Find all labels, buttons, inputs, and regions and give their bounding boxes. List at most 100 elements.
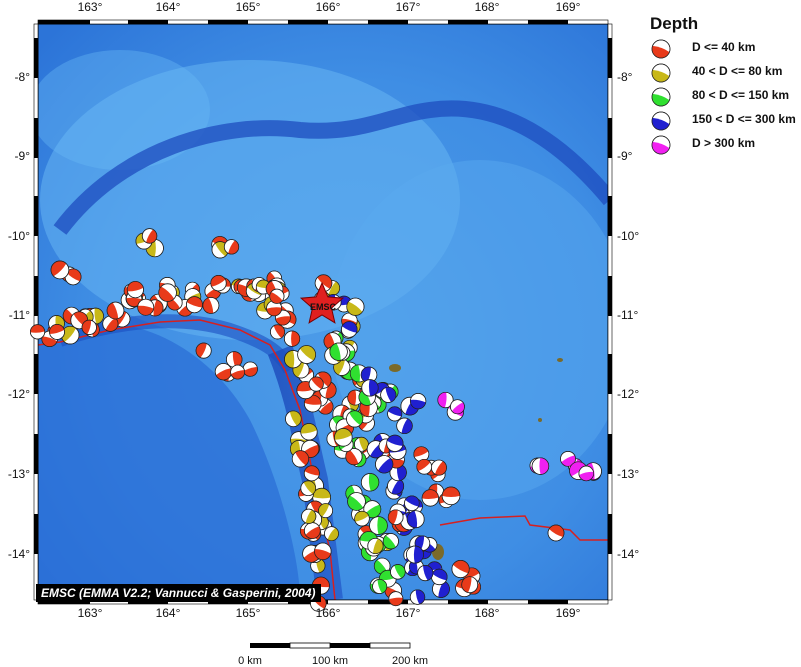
legend-label: 150 < D <= 300 km [692,112,796,126]
lat-tick-right: -8° [617,70,633,84]
beachball-marker [651,39,671,59]
beachball-marker [49,324,65,340]
lon-tick-bottom: 165° [235,606,261,620]
lon-tick-bottom: 166° [315,606,341,620]
lon-tick-top: 168° [474,0,500,14]
beachball-marker [137,298,155,316]
legend-label: D > 300 km [692,136,756,150]
beachball-marker [547,524,565,542]
beachball-marker [300,423,318,441]
lon-tick-top: 169° [555,0,581,14]
beachball-marker [560,451,576,467]
beachball-marker [651,63,671,83]
beachball-marker [158,283,177,302]
beachball-marker [360,366,378,384]
beachball-marker [386,434,404,452]
beachball-marker [126,281,144,299]
beachball-marker [285,410,302,428]
beachball-marker [303,522,321,539]
lat-tick-left: -8° [14,70,30,84]
beachball-marker [404,495,420,512]
map-credit: EMSC (EMMA V2.2; Vannucci & Gasperini, 2… [36,584,321,602]
beachball-marker [375,455,394,474]
beachball-marker [441,486,461,506]
lon-tick-top: 165° [235,0,261,14]
legend-item: 80 < D <= 150 km [640,86,800,108]
scale-bar [250,642,411,649]
beachball-marker [389,463,407,482]
lat-tick-right: -9° [617,149,633,163]
beachball-marker [361,379,379,397]
beachball-marker [230,364,245,380]
lat-tick-right: -11° [617,308,639,322]
lon-tick-top: 166° [315,0,341,14]
beachball-marker [223,239,240,255]
legend-item: 40 < D <= 80 km [640,62,800,84]
beachball-marker [416,458,433,475]
beachball-marker [186,296,203,314]
beachball-marker [210,275,227,292]
beachball-marker [387,477,405,495]
beachball-icon [651,135,671,155]
beachball-marker [651,87,671,107]
beachball-marker [324,526,339,542]
lat-tick-left: -9° [14,149,30,163]
legend-item: D > 300 km [640,134,800,156]
beachball-marker [345,448,363,466]
lat-tick-right: -13° [617,467,640,481]
beachball-marker [360,473,380,492]
legend-label: 80 < D <= 150 km [692,88,790,102]
beachball-marker [341,321,358,338]
lat-tick-left: -14° [7,547,30,561]
beachball-marker [300,480,316,497]
beachball-marker [372,579,388,594]
beachball-marker [141,228,158,244]
lat-tick-left: -13° [7,467,30,481]
beachball-marker [214,363,232,381]
beachball-marker [388,591,404,607]
beachball-marker [297,345,316,364]
beachball-marker [432,580,450,598]
lon-tick-top: 164° [155,0,181,14]
scale-label: 200 km [391,655,429,667]
bathymetry [38,24,608,600]
beachball-marker [202,297,220,314]
lon-tick-bottom: 163° [77,606,103,620]
beachball-marker [318,503,334,519]
beachball-marker [413,446,430,463]
lon-tick-top: 167° [395,0,421,14]
epicenter-star [299,281,345,324]
beachball-marker [651,135,671,155]
beachball-marker [242,361,258,377]
beachball-marker [410,393,427,410]
beachball-marker [269,288,285,304]
beachball-marker [406,510,425,529]
beachball-marker [382,533,399,550]
scale-label: 0 km [238,655,262,667]
beachball-marker [60,325,80,345]
beachball-icon [651,39,671,59]
beachball-marker [329,342,348,361]
beachball-marker [396,417,413,435]
beachball-marker [30,324,46,340]
beachball-marker [354,510,370,527]
beachball-marker [226,351,243,368]
beachball-marker [380,386,397,403]
earthquake-markers [30,228,602,612]
lat-tick-right: -10° [617,229,640,243]
beachball-marker [314,542,332,560]
beachball-marker [367,537,384,555]
beachball-marker [283,330,301,347]
legend-label: D <= 40 km [692,40,756,54]
beachball-marker [347,492,366,511]
beachball-marker [431,568,448,586]
beachball-marker [308,376,324,392]
beachball-marker [531,457,550,475]
beachball-marker [409,589,426,605]
beachball-marker [437,391,454,409]
lon-tick-bottom: 168° [474,606,500,620]
lon-tick-bottom: 164° [155,606,181,620]
beachball-marker [451,560,470,579]
beachball-marker [50,260,70,280]
beachball-marker [373,557,391,575]
